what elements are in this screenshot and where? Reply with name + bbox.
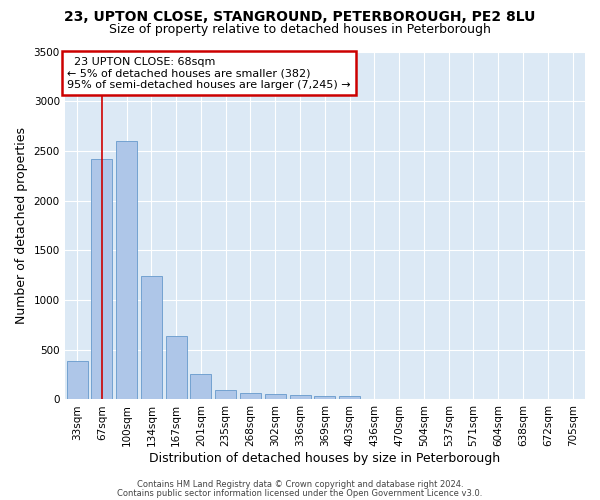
Bar — [91, 159, 112, 400]
Bar — [190, 374, 211, 400]
Bar — [314, 396, 335, 400]
Bar — [215, 390, 236, 400]
Text: Contains public sector information licensed under the Open Government Licence v3: Contains public sector information licen… — [118, 488, 482, 498]
Bar — [166, 336, 187, 400]
Bar — [67, 360, 88, 400]
Text: 23, UPTON CLOSE, STANGROUND, PETERBOROUGH, PE2 8LU: 23, UPTON CLOSE, STANGROUND, PETERBOROUG… — [64, 10, 536, 24]
Bar — [141, 276, 162, 400]
Bar — [116, 141, 137, 400]
Bar — [265, 394, 286, 400]
Bar — [240, 393, 261, 400]
Text: 23 UPTON CLOSE: 68sqm
← 5% of detached houses are smaller (382)
95% of semi-deta: 23 UPTON CLOSE: 68sqm ← 5% of detached h… — [67, 56, 351, 90]
Bar — [290, 395, 311, 400]
X-axis label: Distribution of detached houses by size in Peterborough: Distribution of detached houses by size … — [149, 452, 500, 465]
Text: Size of property relative to detached houses in Peterborough: Size of property relative to detached ho… — [109, 22, 491, 36]
Text: Contains HM Land Registry data © Crown copyright and database right 2024.: Contains HM Land Registry data © Crown c… — [137, 480, 463, 489]
Bar — [339, 396, 360, 400]
Y-axis label: Number of detached properties: Number of detached properties — [15, 127, 28, 324]
